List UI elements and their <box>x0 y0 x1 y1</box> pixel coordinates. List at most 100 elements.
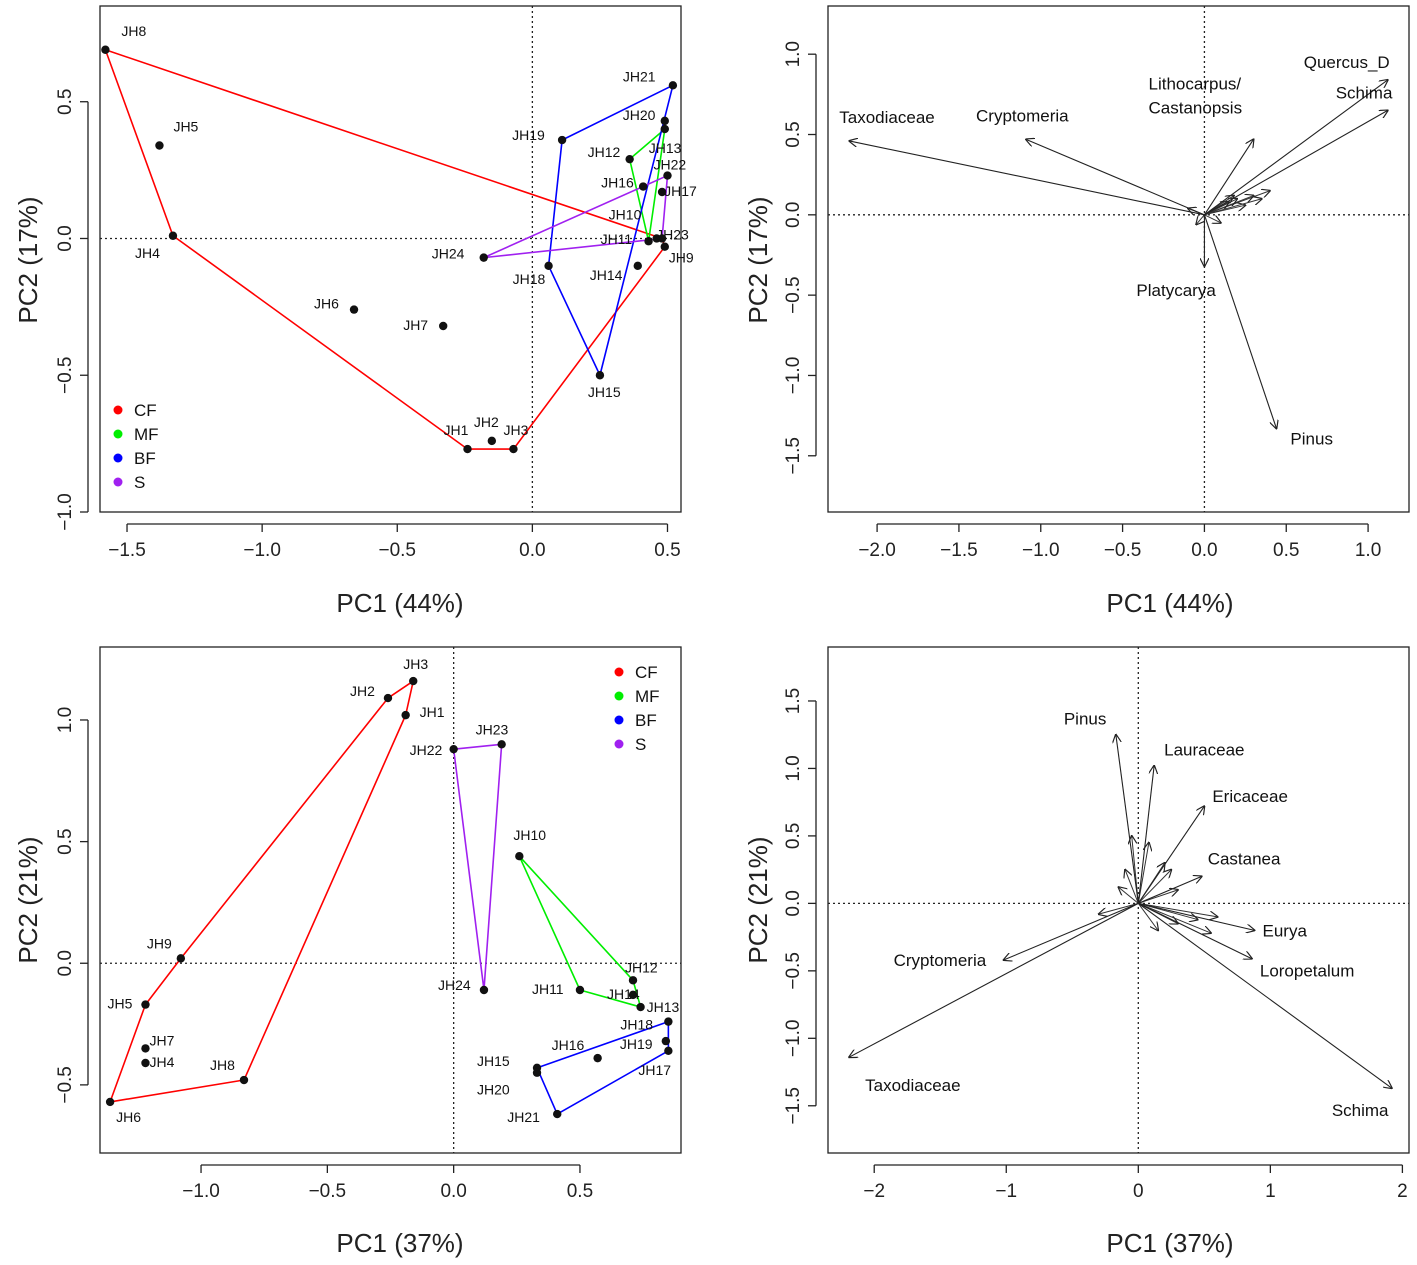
legend-swatch-s <box>614 739 624 749</box>
point-label: JH2 <box>350 683 375 699</box>
point-label: JH1 <box>444 422 469 438</box>
x-tick-label: −1.5 <box>940 540 978 561</box>
point-label: JH20 <box>477 1082 510 1098</box>
data-point-jh19 <box>557 135 567 145</box>
x-tick-label: −1.5 <box>108 540 146 561</box>
data-point-jh23 <box>497 740 506 749</box>
point-label: JH16 <box>552 1037 585 1053</box>
data-point-jh2 <box>383 693 393 703</box>
y-tick-label: 0.5 <box>55 828 76 854</box>
legend-swatch-mf <box>113 429 123 439</box>
data-point-jh1 <box>463 444 472 454</box>
data-point-jh17 <box>664 1046 673 1056</box>
loading-arrow <box>1137 902 1392 1088</box>
legend-swatch-cf <box>113 405 123 415</box>
data-point-jh8 <box>239 1075 249 1085</box>
x-tick-label: 1.0 <box>1355 540 1381 561</box>
data-point-jh6 <box>349 305 359 314</box>
y-tick-label: 0.5 <box>783 121 804 147</box>
minor-loading-arrow <box>1137 843 1149 904</box>
data-point-jh4 <box>168 231 178 240</box>
data-point-jh17 <box>657 187 667 197</box>
x-axis-title: PC1 (44%) <box>336 588 463 618</box>
minor-loading-arrow <box>1099 902 1139 914</box>
variable-label: Taxodiaceae <box>865 1076 960 1095</box>
x-tick-label: −0.5 <box>309 1181 347 1202</box>
variable-label: Cryptomeria <box>894 951 987 970</box>
data-point-jh9 <box>660 242 669 251</box>
y-axis-title: PC2 (21%) <box>743 836 773 963</box>
legend-label-mf: MF <box>635 687 660 706</box>
x-tick-label: 0.5 <box>1273 540 1299 561</box>
variable-label: Castanea <box>1208 849 1281 868</box>
point-label: JH5 <box>107 996 132 1012</box>
x-tick-label: 2 <box>1397 1181 1408 1202</box>
point-label: JH7 <box>149 1032 174 1048</box>
plot-frame <box>99 646 682 1154</box>
y-axis-title: PC2 (17%) <box>743 196 773 323</box>
point-label: JH4 <box>149 1054 174 1070</box>
data-point-jh5 <box>155 141 164 150</box>
y-tick-label: −0.5 <box>55 356 76 394</box>
legend: CF MF BF S <box>614 663 660 754</box>
minor-loading-arrow <box>1119 887 1139 904</box>
x-tick-label: 0.0 <box>519 540 545 561</box>
y-tick-label: −0.5 <box>55 1066 76 1104</box>
legend-label-cf: CF <box>134 401 157 420</box>
legend-swatch-cf <box>614 667 624 677</box>
loading-arrow <box>1203 214 1276 429</box>
x-tick-label: 0.0 <box>1191 540 1217 561</box>
point-label: JH9 <box>669 250 694 266</box>
legend-label-s: S <box>635 735 646 754</box>
point-label: JH11 <box>532 981 564 997</box>
y-tick-label: −1.0 <box>783 357 804 395</box>
variable-label: Lithocarpus/ <box>1149 74 1242 93</box>
minor-loading-arrow <box>1125 870 1139 904</box>
data-point-jh14 <box>628 990 638 1000</box>
data-point-jh24 <box>479 985 489 995</box>
point-label: JH13 <box>649 140 682 156</box>
x-tick-label: −1.0 <box>243 540 281 561</box>
loading-arrow <box>849 902 1139 1057</box>
data-point-jh18 <box>544 261 553 271</box>
point-label: JH8 <box>121 23 146 39</box>
variable-label: Platycarya <box>1136 281 1216 300</box>
point-label: JH19 <box>620 1036 653 1052</box>
legend-swatch-mf <box>614 691 624 701</box>
minor-loading-arrow <box>1204 199 1261 216</box>
x-axis-title: PC1 (37%) <box>336 1228 463 1258</box>
data-point-jh9 <box>176 954 186 963</box>
point-label: JH15 <box>588 384 621 400</box>
x-tick-label: 0 <box>1133 1181 1144 1202</box>
x-tick-label: 1 <box>1265 1181 1276 1202</box>
point-label: JH19 <box>512 127 545 143</box>
loading-arrow <box>1138 902 1252 958</box>
y-tick-label: −0.5 <box>783 952 804 990</box>
data-point-jh11 <box>575 985 585 995</box>
data-point-jh20 <box>660 116 669 126</box>
data-point-jh13 <box>636 1002 645 1012</box>
x-tick-label: −2 <box>863 1181 885 1202</box>
y-tick-label: 0.0 <box>55 950 76 976</box>
hull-cf <box>109 680 415 1103</box>
y-tick-label: −0.5 <box>783 276 804 314</box>
hull-s <box>482 174 669 259</box>
minor-loading-arrow <box>1137 870 1171 904</box>
data-point-jh24 <box>479 253 488 262</box>
x-tick-label: 0.0 <box>440 1181 466 1202</box>
minor-loading-arrow <box>1138 902 1211 933</box>
variable-label: Pinus <box>1064 710 1107 729</box>
point-label: JH14 <box>590 267 623 283</box>
data-point-jh22 <box>449 744 458 754</box>
legend-label-mf: MF <box>134 425 159 444</box>
y-tick-label: −1.0 <box>783 1020 804 1058</box>
data-point-jh14 <box>633 261 642 271</box>
hull-cf <box>104 48 666 450</box>
point-label: JH20 <box>623 107 656 123</box>
point-label: JH7 <box>403 317 428 333</box>
loading-arrow <box>1138 902 1254 930</box>
variable-label-line2: Castanopsis <box>1149 98 1243 117</box>
x-tick-label: −1.0 <box>1022 540 1060 561</box>
loading-arrow <box>1116 735 1139 904</box>
